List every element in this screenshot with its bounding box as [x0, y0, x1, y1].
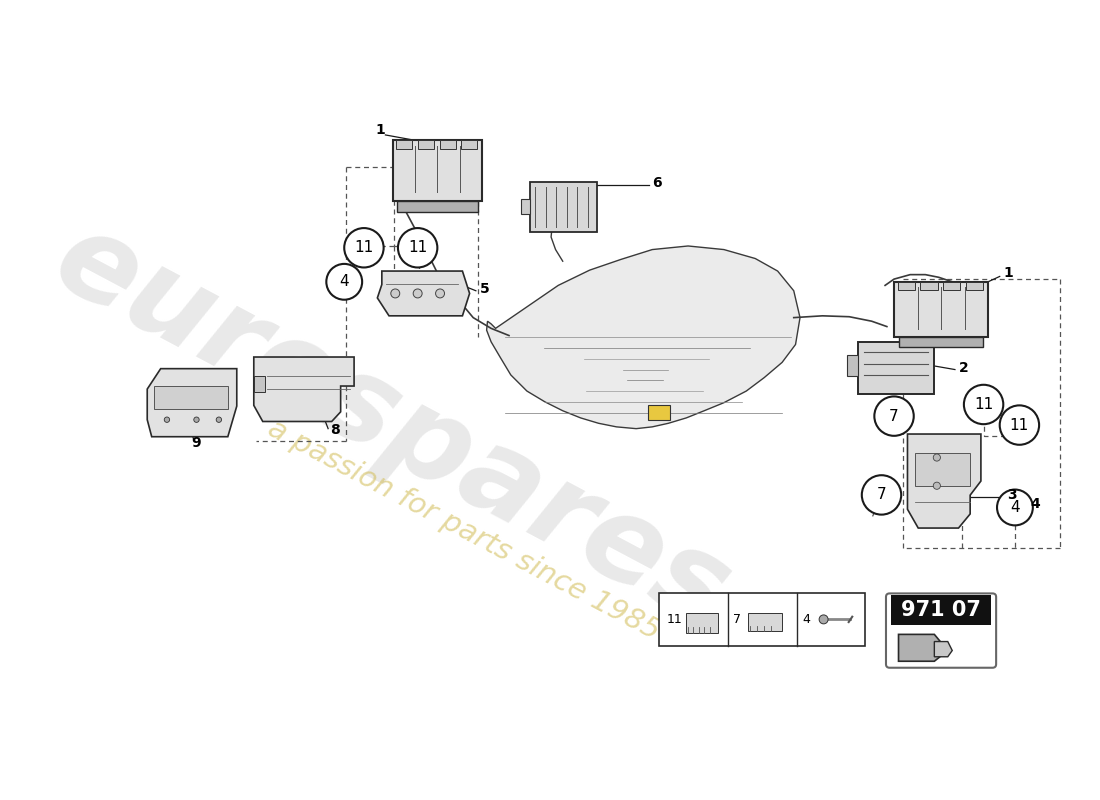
- Bar: [461, 140, 477, 150]
- Bar: [894, 282, 988, 338]
- Bar: [440, 140, 455, 150]
- Circle shape: [964, 385, 1003, 424]
- Bar: [393, 140, 482, 202]
- Text: eurospares: eurospares: [36, 201, 749, 653]
- Polygon shape: [908, 434, 981, 528]
- Text: 3: 3: [1006, 488, 1016, 502]
- Polygon shape: [254, 357, 354, 422]
- Text: 1: 1: [375, 122, 385, 137]
- Text: 11: 11: [1010, 418, 1028, 433]
- Bar: [254, 376, 264, 393]
- Circle shape: [217, 417, 221, 422]
- Text: a passion for parts since 1985: a passion for parts since 1985: [264, 414, 666, 646]
- Circle shape: [414, 289, 422, 298]
- Bar: [154, 386, 228, 410]
- Bar: [898, 282, 915, 290]
- Text: 9: 9: [190, 436, 200, 450]
- Bar: [914, 453, 970, 486]
- Bar: [858, 342, 934, 394]
- Text: 7: 7: [889, 409, 899, 424]
- FancyBboxPatch shape: [886, 594, 997, 668]
- Polygon shape: [899, 634, 948, 662]
- Circle shape: [194, 417, 199, 422]
- Bar: [686, 613, 717, 633]
- Circle shape: [874, 397, 914, 436]
- Text: 4: 4: [1031, 497, 1040, 511]
- Bar: [529, 182, 597, 232]
- Text: 6: 6: [652, 176, 662, 190]
- Circle shape: [861, 475, 901, 514]
- Circle shape: [997, 490, 1033, 526]
- Circle shape: [933, 454, 940, 461]
- Text: 5: 5: [481, 282, 491, 296]
- Circle shape: [164, 417, 169, 422]
- Text: 7: 7: [734, 613, 741, 626]
- Bar: [891, 595, 991, 626]
- Bar: [944, 282, 960, 290]
- Polygon shape: [377, 271, 470, 316]
- Circle shape: [820, 615, 828, 624]
- Bar: [520, 199, 529, 214]
- Polygon shape: [486, 246, 800, 429]
- Text: 11: 11: [354, 240, 374, 255]
- Circle shape: [1000, 406, 1040, 445]
- Text: 7: 7: [877, 487, 887, 502]
- Circle shape: [398, 228, 438, 267]
- Text: 11: 11: [667, 613, 682, 626]
- Circle shape: [390, 289, 399, 298]
- Circle shape: [436, 289, 444, 298]
- Bar: [921, 282, 937, 290]
- Text: 1: 1: [1003, 266, 1013, 280]
- Text: 4: 4: [340, 274, 349, 290]
- Text: 2: 2: [958, 361, 968, 374]
- Text: 971 07: 971 07: [901, 600, 981, 620]
- Text: 11: 11: [408, 240, 427, 255]
- Text: 11: 11: [974, 397, 993, 412]
- Bar: [418, 140, 434, 150]
- Polygon shape: [147, 369, 236, 437]
- Bar: [397, 202, 477, 212]
- Polygon shape: [934, 642, 953, 657]
- Bar: [396, 140, 412, 150]
- Text: 4: 4: [1010, 500, 1020, 515]
- Bar: [659, 593, 866, 646]
- Circle shape: [933, 482, 940, 490]
- Circle shape: [327, 264, 362, 300]
- Bar: [847, 354, 858, 375]
- Bar: [648, 406, 670, 420]
- Bar: [748, 614, 782, 631]
- Text: 8: 8: [330, 423, 340, 438]
- Bar: [899, 338, 983, 347]
- Text: 4: 4: [802, 613, 810, 626]
- Bar: [966, 282, 983, 290]
- Circle shape: [344, 228, 384, 267]
